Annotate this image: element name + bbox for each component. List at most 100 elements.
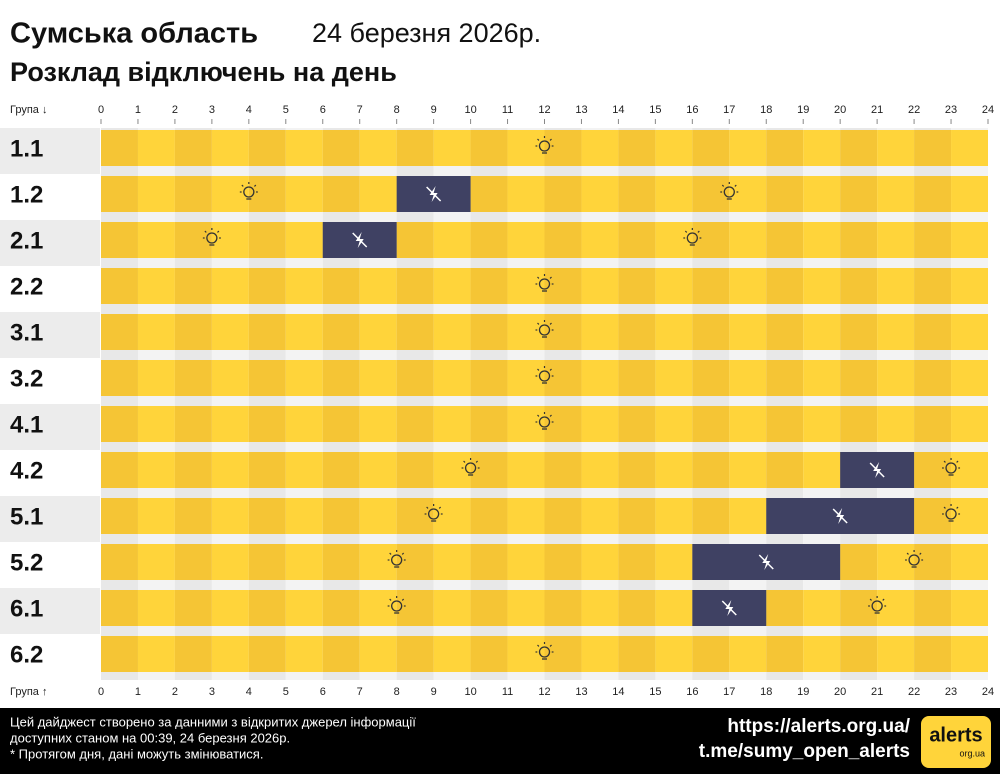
bulb-ray <box>204 230 207 233</box>
column-stripe <box>322 128 360 680</box>
bulb-ray <box>401 552 405 555</box>
on-cell <box>766 268 804 304</box>
on-cell <box>396 590 434 626</box>
on-cell <box>359 314 397 350</box>
hour-label: 24 <box>982 104 994 116</box>
bulb <box>538 140 551 152</box>
on-cell <box>840 590 878 626</box>
hour-label: 16 <box>686 686 698 698</box>
logo-bg <box>921 716 991 768</box>
on-cell <box>248 130 286 166</box>
on-cell <box>137 590 175 626</box>
on-cell <box>803 268 841 304</box>
group-name: 5.1 <box>10 503 43 530</box>
hour-label: 6 <box>320 104 326 116</box>
on-icon <box>535 412 554 430</box>
on-icon <box>535 320 554 338</box>
on-cell <box>914 406 952 442</box>
on-cell <box>470 130 508 166</box>
on-cell <box>692 130 730 166</box>
telegram-link[interactable]: t.me/sumy_open_alerts <box>699 741 910 762</box>
on-cell <box>655 498 693 534</box>
region: Сумська область <box>10 18 258 50</box>
on-cell <box>618 222 656 258</box>
group-name: 1.2 <box>10 181 43 208</box>
on-cell <box>285 130 323 166</box>
on-cell <box>285 590 323 626</box>
on-cell <box>729 636 767 672</box>
on-icon <box>535 642 554 660</box>
on-cell <box>914 452 952 488</box>
on-cell <box>433 452 471 488</box>
on-cell <box>285 636 323 672</box>
on-cell <box>470 636 508 672</box>
bulb-ray <box>549 276 552 279</box>
bulb <box>391 600 403 612</box>
on-cell <box>137 498 175 534</box>
column-stripe <box>877 128 915 680</box>
on-cell <box>359 636 397 672</box>
on-cell <box>914 222 952 258</box>
on-cell <box>137 406 175 442</box>
on-icon <box>868 596 887 614</box>
on-cell <box>137 360 175 396</box>
on-icon <box>535 136 554 154</box>
group-name: 5.2 <box>10 549 43 576</box>
on-cell <box>655 314 693 350</box>
on-cell <box>951 222 988 258</box>
group-name: 3.1 <box>10 319 43 346</box>
hour-label: 1 <box>135 104 141 116</box>
note: доступних станом на 00:39, 24 березня 20… <box>10 730 290 745</box>
on-cell <box>877 222 915 258</box>
hour-label: 0 <box>98 686 104 698</box>
on-cell <box>655 130 693 166</box>
group-footer: Група ↑ <box>10 686 47 698</box>
on-cell <box>766 222 804 258</box>
on-cell <box>840 544 878 580</box>
on-cell <box>322 544 360 580</box>
on-cell <box>766 590 804 626</box>
hour-label: 18 <box>760 686 772 698</box>
on-cell <box>618 268 656 304</box>
bulb <box>391 554 403 566</box>
on-cell <box>322 498 360 534</box>
on-cell <box>951 406 988 442</box>
row-bg <box>0 542 100 588</box>
hour-label: 5 <box>283 686 289 698</box>
on-cell <box>101 130 138 166</box>
on-cell <box>914 314 952 350</box>
on-cell <box>766 636 804 672</box>
bulb-ray <box>401 598 405 601</box>
hour-label: 5 <box>283 104 289 116</box>
on-cell <box>322 268 360 304</box>
on-cell <box>174 406 212 442</box>
on-cell <box>618 314 656 350</box>
on-cell <box>951 544 988 580</box>
on-cell <box>914 130 952 166</box>
on-cell <box>359 176 397 212</box>
site-link[interactable]: https://alerts.org.ua/ <box>727 716 910 737</box>
hour-label: 8 <box>394 104 400 116</box>
on-icon <box>387 596 406 614</box>
on-cell <box>211 268 249 304</box>
column-stripe <box>840 128 878 680</box>
on-cell <box>507 268 545 304</box>
on-cell <box>766 360 804 396</box>
on-cell <box>914 636 952 672</box>
on-cell <box>433 222 471 258</box>
on-cell <box>359 590 397 626</box>
on-cell <box>396 406 434 442</box>
on-cell <box>137 544 175 580</box>
group-name: 6.1 <box>10 595 43 622</box>
on-cell <box>211 452 249 488</box>
off-slash <box>352 232 368 248</box>
group-name: 1.1 <box>10 135 43 162</box>
on-cell <box>433 544 471 580</box>
hour-label: 15 <box>649 104 661 116</box>
on-cell <box>544 636 582 672</box>
on-cell <box>951 452 988 488</box>
on-cell <box>655 590 693 626</box>
on-cell <box>544 222 582 258</box>
on-cell <box>248 176 286 212</box>
on-cell <box>618 176 656 212</box>
